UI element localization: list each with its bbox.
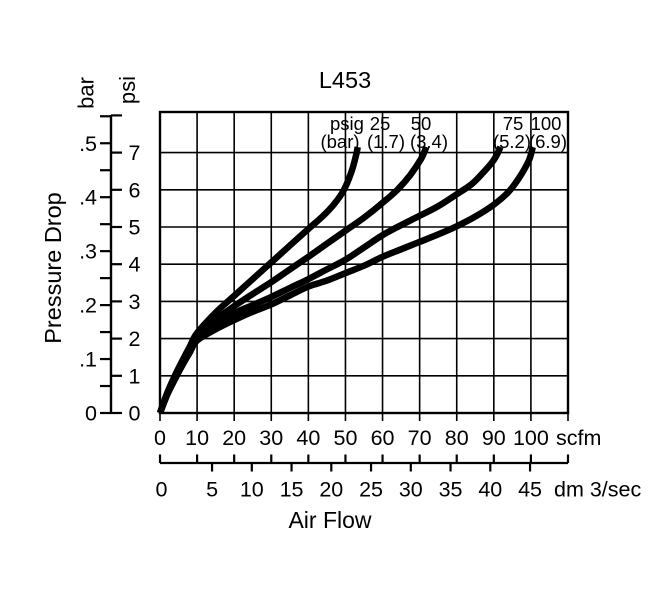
psi-tick-label: 7 xyxy=(129,141,141,165)
scfm-tick-label: 20 xyxy=(222,426,246,450)
series-bar-label-75: (5.2) xyxy=(493,131,531,152)
series-bar-label-50: (3.4) xyxy=(410,131,448,152)
scfm-unit-label: scfm xyxy=(556,426,601,450)
scfm-tick-label: 50 xyxy=(333,426,357,450)
dm-tick-label: 10 xyxy=(240,478,264,502)
bar-unit-label: bar xyxy=(74,77,99,109)
series-bar-label-25: (1.7) xyxy=(367,131,405,152)
bar-tick-label: .5 xyxy=(79,132,97,156)
series-psig-label-25: 25 xyxy=(370,113,391,134)
psi-tick-label: 5 xyxy=(129,216,141,240)
psi-tick-label: 1 xyxy=(129,364,141,388)
dm-tick-label: 0 xyxy=(156,478,168,502)
y-axis-title: Pressure Drop xyxy=(40,192,66,344)
plot-border xyxy=(158,110,570,415)
psi-tick-label: 3 xyxy=(129,290,141,314)
bar-tick-label: .4 xyxy=(79,186,97,210)
legend-bar-label: (bar) xyxy=(320,131,359,152)
dm-tick-label: 20 xyxy=(319,478,343,502)
dm-tick-label: 40 xyxy=(478,478,502,502)
series-psig-label-75: 75 xyxy=(503,113,524,134)
psi-tick-label: 2 xyxy=(129,327,141,351)
bar-tick-label: .2 xyxy=(79,294,97,318)
scfm-tick-label: 0 xyxy=(154,426,166,450)
scfm-tick-label: 60 xyxy=(371,426,395,450)
psi-tick-label: 0 xyxy=(129,402,141,426)
scfm-tick-label: 30 xyxy=(259,426,283,450)
scfm-tick-label: 70 xyxy=(408,426,432,450)
dm-tick-label: 35 xyxy=(439,478,463,502)
psi-unit-label: psi xyxy=(115,76,140,104)
scfm-tick-label: 100 xyxy=(513,426,549,450)
flow-curve-50psig xyxy=(156,145,430,415)
scfm-tick-label: 80 xyxy=(445,426,469,450)
legend-psig-label: psig xyxy=(330,113,364,134)
dm-tick-label: 5 xyxy=(206,478,218,502)
x-axis-title: Air Flow xyxy=(288,507,371,533)
series-bar-label-100: (6.9) xyxy=(529,131,567,152)
dm-unit-label: dm 3/sec xyxy=(554,478,641,502)
bar-tick-label: .3 xyxy=(79,240,97,264)
dm-tick-label: 25 xyxy=(359,478,383,502)
series-psig-label-50: 50 xyxy=(411,113,432,134)
dm-tick-label: 45 xyxy=(518,478,542,502)
dm-tick-label: 15 xyxy=(280,478,304,502)
chart-title: L453 xyxy=(319,67,371,93)
scfm-tick-label: 90 xyxy=(482,426,506,450)
scfm-tick-label: 10 xyxy=(185,426,209,450)
series-psig-label-100: 100 xyxy=(531,113,562,134)
dm-tick-label: 30 xyxy=(399,478,423,502)
bar-tick-label: 0 xyxy=(85,402,97,426)
flow-curve-100psig xyxy=(156,146,536,415)
scfm-tick-label: 40 xyxy=(296,426,320,450)
bar-tick-label: .1 xyxy=(79,348,97,372)
psi-tick-label: 4 xyxy=(129,253,141,277)
psi-tick-label: 6 xyxy=(129,178,141,202)
